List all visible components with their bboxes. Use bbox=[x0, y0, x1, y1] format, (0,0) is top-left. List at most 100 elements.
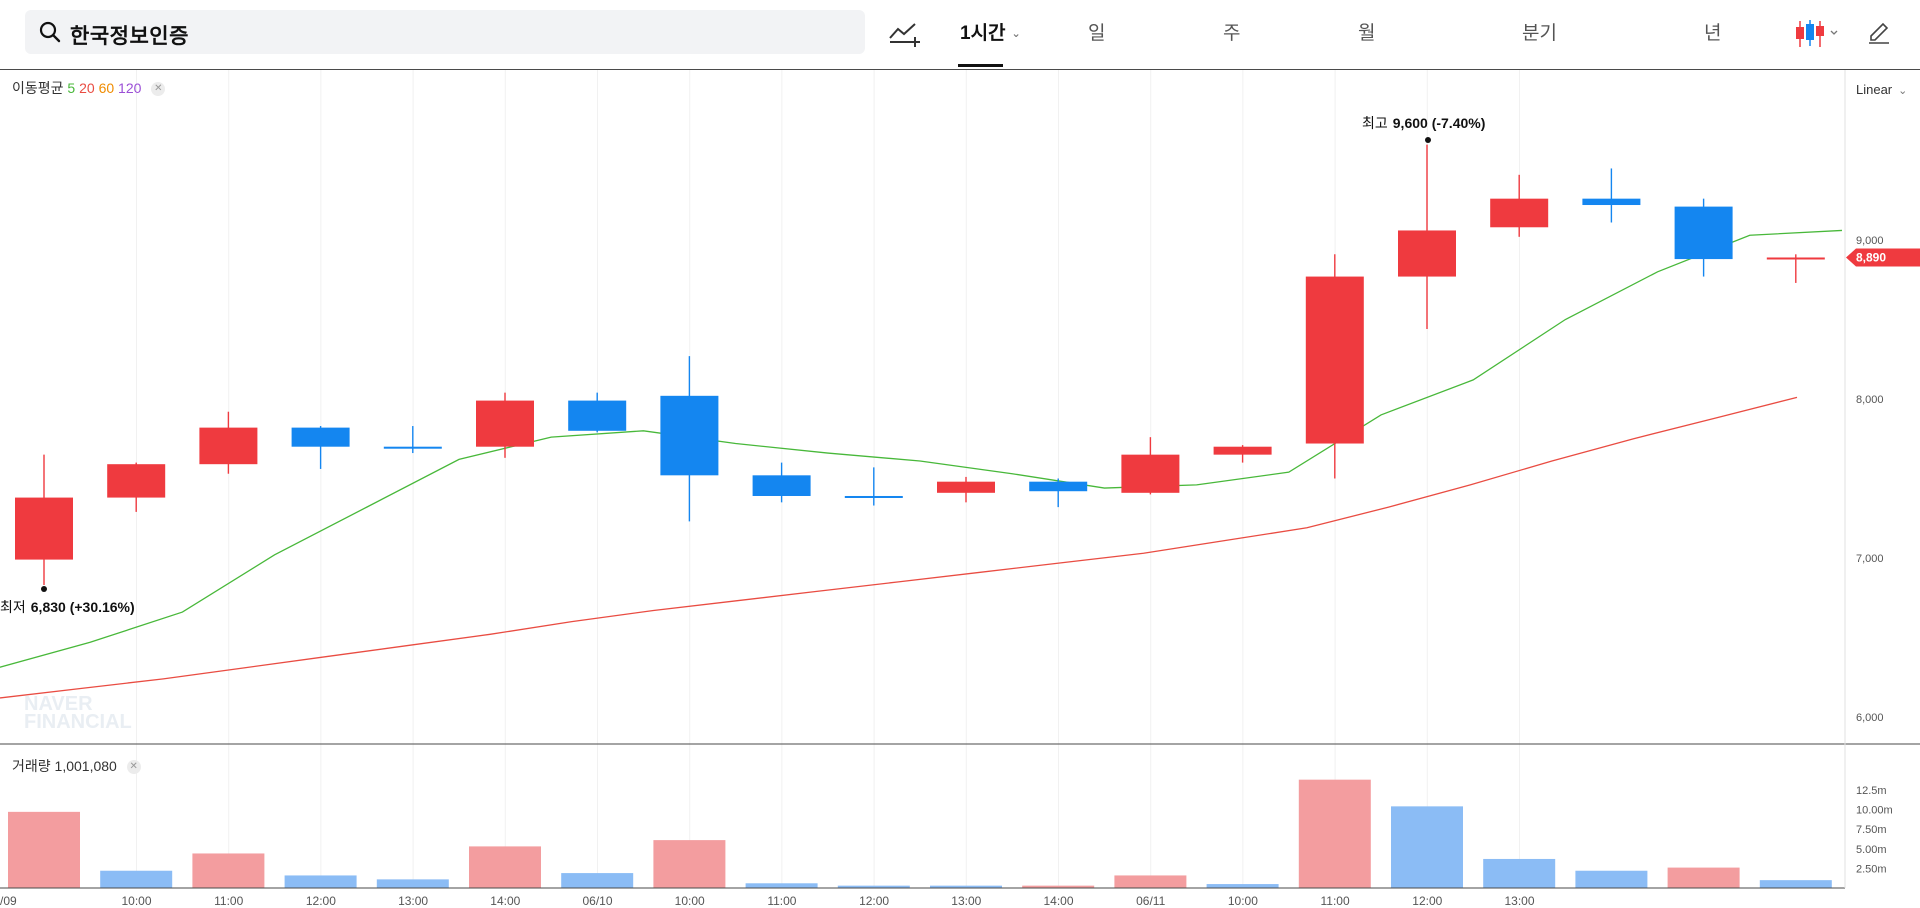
candle-body bbox=[1213, 446, 1272, 455]
low-marker bbox=[41, 586, 47, 592]
time-tick-label: 13:00 bbox=[951, 894, 981, 908]
price-axis: 9,000 8,000 7,000 6,000 bbox=[1856, 235, 1884, 724]
candlestick-icon[interactable] bbox=[1793, 18, 1843, 50]
chart-toolbar: 한국정보인증 1시간 ⌄ 일 주 월 분기 년 bbox=[0, 0, 1920, 70]
scale-mode-dropdown[interactable]: Linear ⌄ bbox=[1856, 82, 1907, 97]
chevron-down-icon: ⌄ bbox=[1011, 28, 1021, 41]
search-input[interactable]: 한국정보인증 bbox=[70, 25, 189, 48]
volume-bar bbox=[653, 840, 726, 888]
volume-bar bbox=[1298, 779, 1371, 888]
time-tick-label: 06/10 bbox=[582, 894, 612, 908]
volume-tick-label: 12.5m bbox=[1856, 785, 1887, 797]
volume-bar bbox=[100, 870, 173, 888]
volume-bar bbox=[284, 875, 357, 888]
candle-body bbox=[1490, 198, 1549, 228]
scale-mode-label: Linear bbox=[1856, 82, 1893, 97]
candle-body bbox=[1766, 257, 1825, 260]
volume-bar bbox=[837, 885, 910, 888]
volume-bar bbox=[1483, 858, 1556, 888]
volume-bar bbox=[1575, 870, 1648, 888]
volume-bar bbox=[469, 846, 541, 888]
candle-body bbox=[1305, 276, 1364, 444]
close-icon[interactable]: ✕ bbox=[126, 760, 141, 775]
volume-legend: 거래량 1,001,080 ✕ bbox=[12, 756, 141, 776]
volume-bar bbox=[745, 883, 818, 888]
volume-tick-label: 10.00m bbox=[1856, 805, 1893, 817]
candle-body bbox=[752, 475, 811, 496]
candle-body bbox=[1674, 206, 1733, 260]
candle-body bbox=[1029, 481, 1088, 492]
low-label: 최저 6,830 (+30.16%) bbox=[0, 599, 135, 615]
period-tab-week[interactable]: 주 bbox=[1223, 23, 1241, 44]
active-tab-indicator bbox=[958, 64, 1003, 67]
candle-body bbox=[844, 495, 903, 498]
time-tick-label: 10:00 bbox=[675, 894, 705, 908]
stock-search-box[interactable]: 한국정보인증 bbox=[25, 10, 865, 54]
volume-bar bbox=[1667, 867, 1740, 888]
volume-bar bbox=[930, 885, 1002, 888]
candle-body bbox=[291, 427, 350, 447]
volume-legend-label: 거래량 bbox=[12, 758, 51, 774]
volume-bar bbox=[192, 853, 265, 888]
search-icon[interactable] bbox=[39, 21, 61, 43]
time-tick-label: 12:00 bbox=[306, 894, 336, 908]
volume-bar bbox=[1391, 806, 1463, 888]
time-tick-label: 10:00 bbox=[121, 894, 151, 908]
volume-bars bbox=[8, 779, 1832, 888]
ma-60-label[interactable]: 60 bbox=[98, 80, 115, 96]
volume-bar bbox=[1114, 875, 1187, 888]
high-marker bbox=[1425, 137, 1431, 143]
period-label: 1시간 bbox=[960, 23, 1006, 44]
candle-body bbox=[568, 400, 627, 431]
moving-average-lines bbox=[0, 229, 1843, 699]
price-tick-label: 7,000 bbox=[1856, 553, 1884, 565]
candle-body bbox=[1582, 198, 1641, 206]
volume-tick-label: 2.50m bbox=[1856, 863, 1887, 875]
volume-legend-value: 1,001,080 bbox=[54, 758, 117, 774]
period-tab-day[interactable]: 일 bbox=[1088, 23, 1106, 44]
period-tab-1h[interactable]: 1시간 ⌄ bbox=[960, 18, 1021, 45]
candle-body bbox=[15, 497, 73, 560]
high-label: 최고 9,600 (-7.40%) bbox=[1362, 115, 1485, 131]
candle-body bbox=[937, 481, 995, 493]
candle-body bbox=[1121, 454, 1180, 493]
period-tab-quarter[interactable]: 분기 bbox=[1522, 23, 1557, 44]
period-tab-year[interactable]: 년 bbox=[1704, 23, 1722, 44]
time-tick-label: 11:00 bbox=[214, 894, 243, 908]
pencil-icon[interactable] bbox=[1866, 20, 1892, 46]
time-tick-label: /09 bbox=[0, 894, 17, 908]
add-indicator-icon[interactable] bbox=[887, 16, 921, 50]
volume-bar bbox=[1206, 884, 1279, 888]
time-tick-label: 13:00 bbox=[1504, 894, 1534, 908]
watermark-line-2: FINANCIAL bbox=[24, 711, 132, 733]
time-tick-label: 10:00 bbox=[1228, 894, 1258, 908]
price-tick-label: 6,000 bbox=[1856, 712, 1884, 724]
ma-120-label[interactable]: 120 bbox=[118, 80, 142, 96]
high-price-annotation: 최고 9,600 (-7.40%) bbox=[1362, 115, 1485, 143]
ma-legend-label: 이동평균 bbox=[12, 80, 64, 96]
time-tick-label: 11:00 bbox=[1321, 894, 1350, 908]
time-tick-label: 06/11 bbox=[1136, 894, 1165, 908]
volume-bar bbox=[561, 873, 634, 888]
time-tick-label: 14:00 bbox=[490, 894, 520, 908]
volume-tick-label: 5.00m bbox=[1856, 844, 1887, 856]
volume-axis: 12.5m 10.00m 7.50m 5.00m 2.50m bbox=[1856, 785, 1893, 876]
price-tick-label: 9,000 bbox=[1856, 235, 1884, 247]
moving-average-legend: 이동평균 5 20 60 120 ✕ bbox=[12, 78, 166, 98]
volume-tick-label: 7.50m bbox=[1856, 824, 1887, 836]
ma-5-label[interactable]: 5 bbox=[67, 80, 76, 96]
period-tab-month[interactable]: 월 bbox=[1358, 23, 1376, 44]
time-tick-label: 12:00 bbox=[1412, 894, 1442, 908]
candle-body bbox=[660, 395, 719, 476]
chevron-down-icon: ⌄ bbox=[1898, 85, 1908, 98]
volume-bar bbox=[1022, 885, 1095, 888]
ma-20-label[interactable]: 20 bbox=[79, 80, 95, 96]
time-axis: /09 10:00 11:00 12:00 13:00 14:00 06/10 10:00 11… bbox=[0, 894, 1535, 908]
candle-body bbox=[383, 446, 442, 449]
candle-body bbox=[107, 464, 166, 498]
candle-body bbox=[1398, 230, 1456, 277]
volume-bar bbox=[8, 811, 80, 888]
close-icon[interactable]: ✕ bbox=[151, 82, 166, 97]
candles bbox=[15, 144, 1825, 586]
